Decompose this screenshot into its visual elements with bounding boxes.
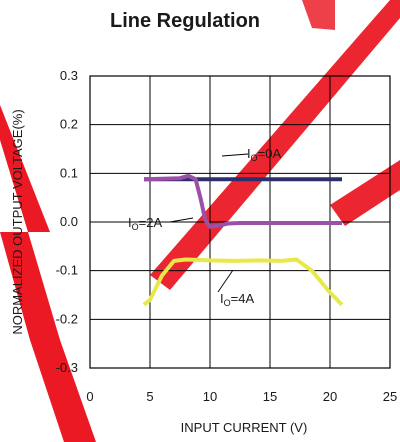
series-layer — [142, 173, 344, 307]
y-tick-label: -0.1 — [56, 263, 78, 278]
y-tick-label: 0.0 — [60, 214, 78, 229]
x-tick-label: 0 — [86, 389, 93, 404]
chart-title: Line Regulation — [110, 10, 260, 32]
callout-line-io-0a — [221, 153, 249, 157]
series-label-io-4a: IO=4A — [220, 291, 254, 308]
y-tick-label: -0.2 — [56, 311, 78, 326]
series-label-io-2a: IO=2A — [128, 215, 162, 232]
x-tick-label: 5 — [146, 389, 153, 404]
x-tick-label: 10 — [203, 389, 217, 404]
y-tick-label: 0.2 — [60, 117, 78, 132]
series-label-io-0a: IO=0A — [247, 146, 281, 163]
y-tick-labels: 0.3 0.2 0.1 0.0 -0.1 -0.2 -0.3 — [56, 68, 78, 375]
y-tick-label: 0.3 — [60, 68, 78, 83]
x-tick-label: 20 — [323, 389, 337, 404]
series-callouts: IO=0A IO=2A IO=4A — [128, 146, 281, 308]
x-tick-label: 15 — [263, 389, 277, 404]
x-tick-labels: 0 5 10 15 20 25 — [86, 389, 397, 404]
x-tick-label: 25 — [383, 389, 397, 404]
y-axis-label: NORMALIZED OUTPUT VOLTAGE(%) — [10, 109, 25, 334]
y-tick-label: 0.1 — [60, 165, 78, 180]
callout-line-io-2a — [169, 217, 194, 223]
plot-frame — [89, 75, 391, 369]
series-line-io-4a — [142, 257, 344, 307]
callout-line-io-4a — [217, 269, 234, 293]
y-tick-label: -0.3 — [56, 360, 78, 375]
x-axis-label: INPUT CURRENT (V) — [181, 420, 308, 435]
series-line-io-2a — [143, 173, 342, 229]
